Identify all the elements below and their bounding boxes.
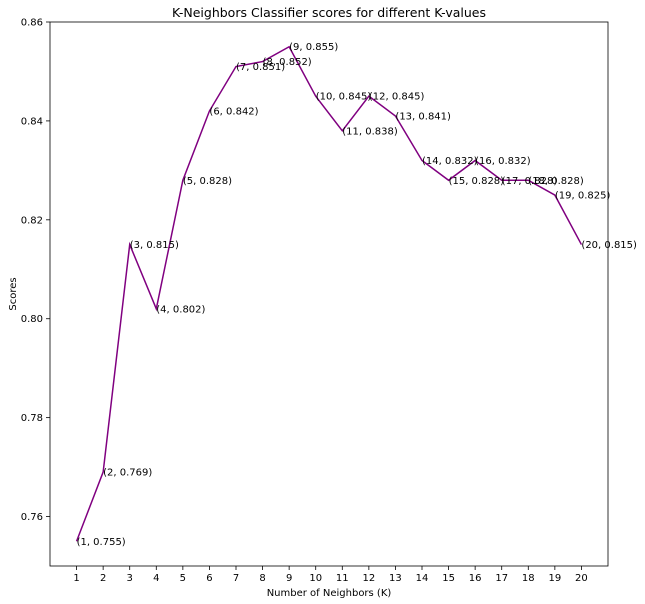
x-tick-label: 4: [153, 573, 159, 584]
y-axis-label: Scores: [8, 277, 19, 310]
plot-area: [49, 21, 609, 567]
data-label: (12, 0.845): [369, 92, 425, 103]
x-tick-label: 15: [442, 573, 455, 584]
x-tick-label: 12: [362, 573, 375, 584]
data-label: (18, 0.828): [528, 176, 584, 187]
x-tick-label: 16: [469, 573, 482, 584]
y-tick-label: 0.86: [21, 18, 43, 29]
data-label: (1, 0.755): [77, 537, 126, 548]
data-label: (19, 0.825): [555, 191, 611, 202]
x-tick-label: 11: [336, 573, 349, 584]
chart-title: K-Neighbors Classifier scores for differ…: [172, 5, 486, 20]
data-label: (11, 0.838): [342, 126, 398, 137]
x-tick-label: 6: [206, 573, 212, 584]
data-label: (3, 0.815): [130, 240, 179, 251]
x-axis: 1 2 3 4 5 6 7 8 9 10 11 12 13 14 15 16 17 18 19 20: [73, 566, 588, 584]
data-label: (15, 0.828): [449, 176, 505, 187]
data-label: (17, 0.828): [502, 176, 558, 187]
x-tick-label: 2: [100, 573, 106, 584]
data-label: (14, 0.832): [422, 156, 478, 167]
data-label: (16, 0.832): [475, 156, 531, 167]
x-tick-label: 17: [495, 573, 508, 584]
x-tick-label: 19: [548, 573, 561, 584]
x-tick-label: 13: [389, 573, 402, 584]
x-tick-label: 20: [575, 573, 588, 584]
data-label: (20, 0.815): [581, 240, 637, 251]
y-tick-label: 0.84: [21, 116, 43, 127]
data-label: (5, 0.828): [183, 176, 232, 187]
x-tick-label: 3: [127, 573, 133, 584]
data-label: (8, 0.852): [263, 57, 312, 68]
y-axis: 0.76 0.78 0.80 0.82 0.84 0.86: [21, 18, 50, 523]
data-label: (9, 0.855): [289, 42, 338, 53]
x-tick-label: 8: [259, 573, 265, 584]
data-label: (6, 0.842): [209, 107, 258, 118]
y-tick-label: 0.78: [21, 413, 43, 424]
data-label: (13, 0.841): [395, 111, 451, 122]
data-labels: (1, 0.755) (2, 0.769) (3, 0.815) (4, 0.802)…: [77, 42, 637, 548]
series-line: [75, 45, 583, 542]
data-label: (7, 0.851): [236, 62, 285, 73]
y-tick-label: 0.82: [21, 215, 43, 226]
x-axis-label: Number of Neighbors (K): [267, 588, 392, 599]
y-tick-label: 0.76: [21, 512, 43, 523]
x-tick-label: 18: [522, 573, 535, 584]
x-tick-label: 10: [309, 573, 322, 584]
data-label: (10, 0.845): [316, 92, 372, 103]
data-label: (2, 0.769): [103, 468, 152, 479]
x-tick-label: 14: [416, 573, 429, 584]
x-tick-label: 5: [180, 573, 186, 584]
x-tick-label: 7: [233, 573, 239, 584]
data-label: (4, 0.802): [156, 304, 205, 315]
y-tick-label: 0.80: [21, 314, 43, 325]
x-tick-label: 1: [73, 573, 79, 584]
x-tick-label: 9: [286, 573, 292, 584]
